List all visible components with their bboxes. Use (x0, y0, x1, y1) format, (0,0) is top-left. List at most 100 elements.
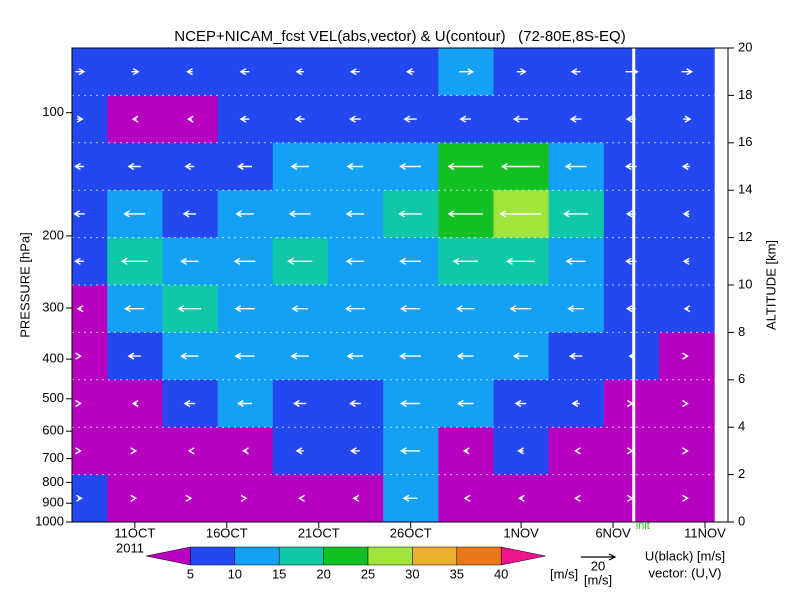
y2-tick-label: 12 (738, 229, 752, 244)
colorbar-label: 25 (361, 566, 375, 581)
wind-vector (509, 305, 532, 313)
wind-vector (288, 210, 311, 218)
wind-vector (294, 115, 305, 123)
wind-vector (295, 68, 304, 76)
wind-vector (237, 399, 252, 408)
wind-vector (234, 352, 255, 360)
wind-vector (291, 305, 309, 313)
wind-vector (456, 305, 475, 313)
wind-vector (180, 257, 199, 265)
wind-vector (75, 352, 82, 360)
y2-tick-label: 10 (738, 276, 752, 291)
wind-vector (568, 352, 583, 360)
wind-vector (182, 210, 196, 218)
wind-vector (447, 162, 483, 171)
wind-vector (400, 399, 421, 408)
wind-vector (239, 115, 250, 123)
colorbar-swatch (456, 546, 502, 566)
wind-vector (75, 447, 82, 455)
wind-vector (183, 399, 196, 408)
colorbar-label: 5 (187, 566, 194, 581)
wind-vector (185, 494, 193, 502)
y2-tick-label: 2 (738, 466, 745, 481)
wind-vector (462, 447, 470, 455)
colorbar-swatch (412, 546, 458, 566)
wind-vector (514, 399, 527, 408)
y2-tick-label: 8 (738, 324, 745, 339)
y-axis-label: PRESSURE [hPa] (17, 232, 32, 338)
wind-vector (512, 115, 528, 123)
y-tick-label: 700 (42, 450, 64, 465)
colorbar-label: 20 (316, 566, 330, 581)
wind-vector (233, 257, 256, 265)
wind-vector (571, 399, 580, 408)
wind-vector (349, 447, 360, 455)
wind-vector (682, 352, 689, 360)
wind-vector (290, 162, 309, 171)
chart-title: NCEP+NICAM_fcst VEL(abs,vector) & U(cont… (174, 28, 625, 45)
wind-vector (682, 257, 690, 265)
vector-reference-unit: [m/s] (584, 572, 612, 587)
colorbar-label: 10 (228, 566, 242, 581)
wind-vector (123, 210, 146, 218)
wind-vector (131, 68, 140, 76)
wind-vector (73, 210, 85, 218)
wind-vector (76, 305, 84, 313)
vector-reference (581, 553, 617, 561)
wind-vector (76, 494, 83, 502)
wind-vector (682, 494, 689, 502)
colorbar-swatch (234, 546, 280, 566)
y-tick-label: 100 (42, 104, 64, 119)
wind-vector (564, 162, 587, 171)
colorbar-swatch (500, 546, 546, 566)
y-tick-label: 900 (42, 495, 64, 510)
wind-vector (405, 68, 415, 76)
speed-cell (72, 379, 108, 428)
wind-vector (681, 68, 694, 76)
x-tick-label: 1NOV (503, 525, 539, 540)
wind-vector (76, 115, 84, 123)
wind-vector (124, 305, 145, 313)
colorbar-label: 40 (494, 566, 508, 581)
unit-label: [m/s] (550, 566, 578, 581)
wind-vector (400, 447, 421, 455)
colorbar-label: 30 (405, 566, 419, 581)
wind-vector (349, 399, 361, 408)
y2-tick-label: 6 (738, 371, 745, 386)
y-tick-label: 500 (42, 390, 64, 405)
wind-vector (75, 68, 86, 76)
colorbar-swatch (278, 546, 324, 566)
y2-tick-label: 20 (738, 39, 752, 54)
colorbar-swatch (145, 546, 191, 566)
wind-vector (518, 494, 525, 502)
wind-vector (352, 494, 360, 502)
wind-vector (682, 399, 689, 408)
wind-vector (463, 494, 471, 502)
y-tick-label: 800 (42, 474, 64, 489)
y-tick-label: 200 (42, 227, 64, 242)
wind-vector (506, 257, 535, 265)
y2-tick-label: 4 (738, 419, 745, 434)
colorbar-label: 35 (450, 566, 464, 581)
wind-vector (683, 115, 692, 123)
wind-vector (402, 494, 418, 502)
y-tick-label: 300 (42, 299, 64, 314)
wind-vector (459, 68, 475, 76)
wind-vector (74, 257, 84, 265)
wind-vector (234, 305, 255, 313)
y2-tick-label: 16 (738, 134, 752, 149)
wind-vector (287, 257, 313, 265)
y2-axis-label: ALTITUDE [km] (763, 240, 778, 330)
wind-vector (346, 162, 364, 171)
wind-vector (447, 210, 483, 218)
wind-vector (681, 162, 691, 171)
wind-vector (565, 257, 586, 265)
wind-vector (177, 305, 202, 313)
speed-cell (72, 427, 108, 476)
wind-vector (682, 447, 689, 455)
wind-vector (130, 494, 138, 502)
wind-vector (344, 305, 365, 313)
wind-vector (456, 399, 474, 408)
wind-vector (501, 162, 540, 171)
contour-note: U(black) [m/s] (645, 548, 725, 563)
